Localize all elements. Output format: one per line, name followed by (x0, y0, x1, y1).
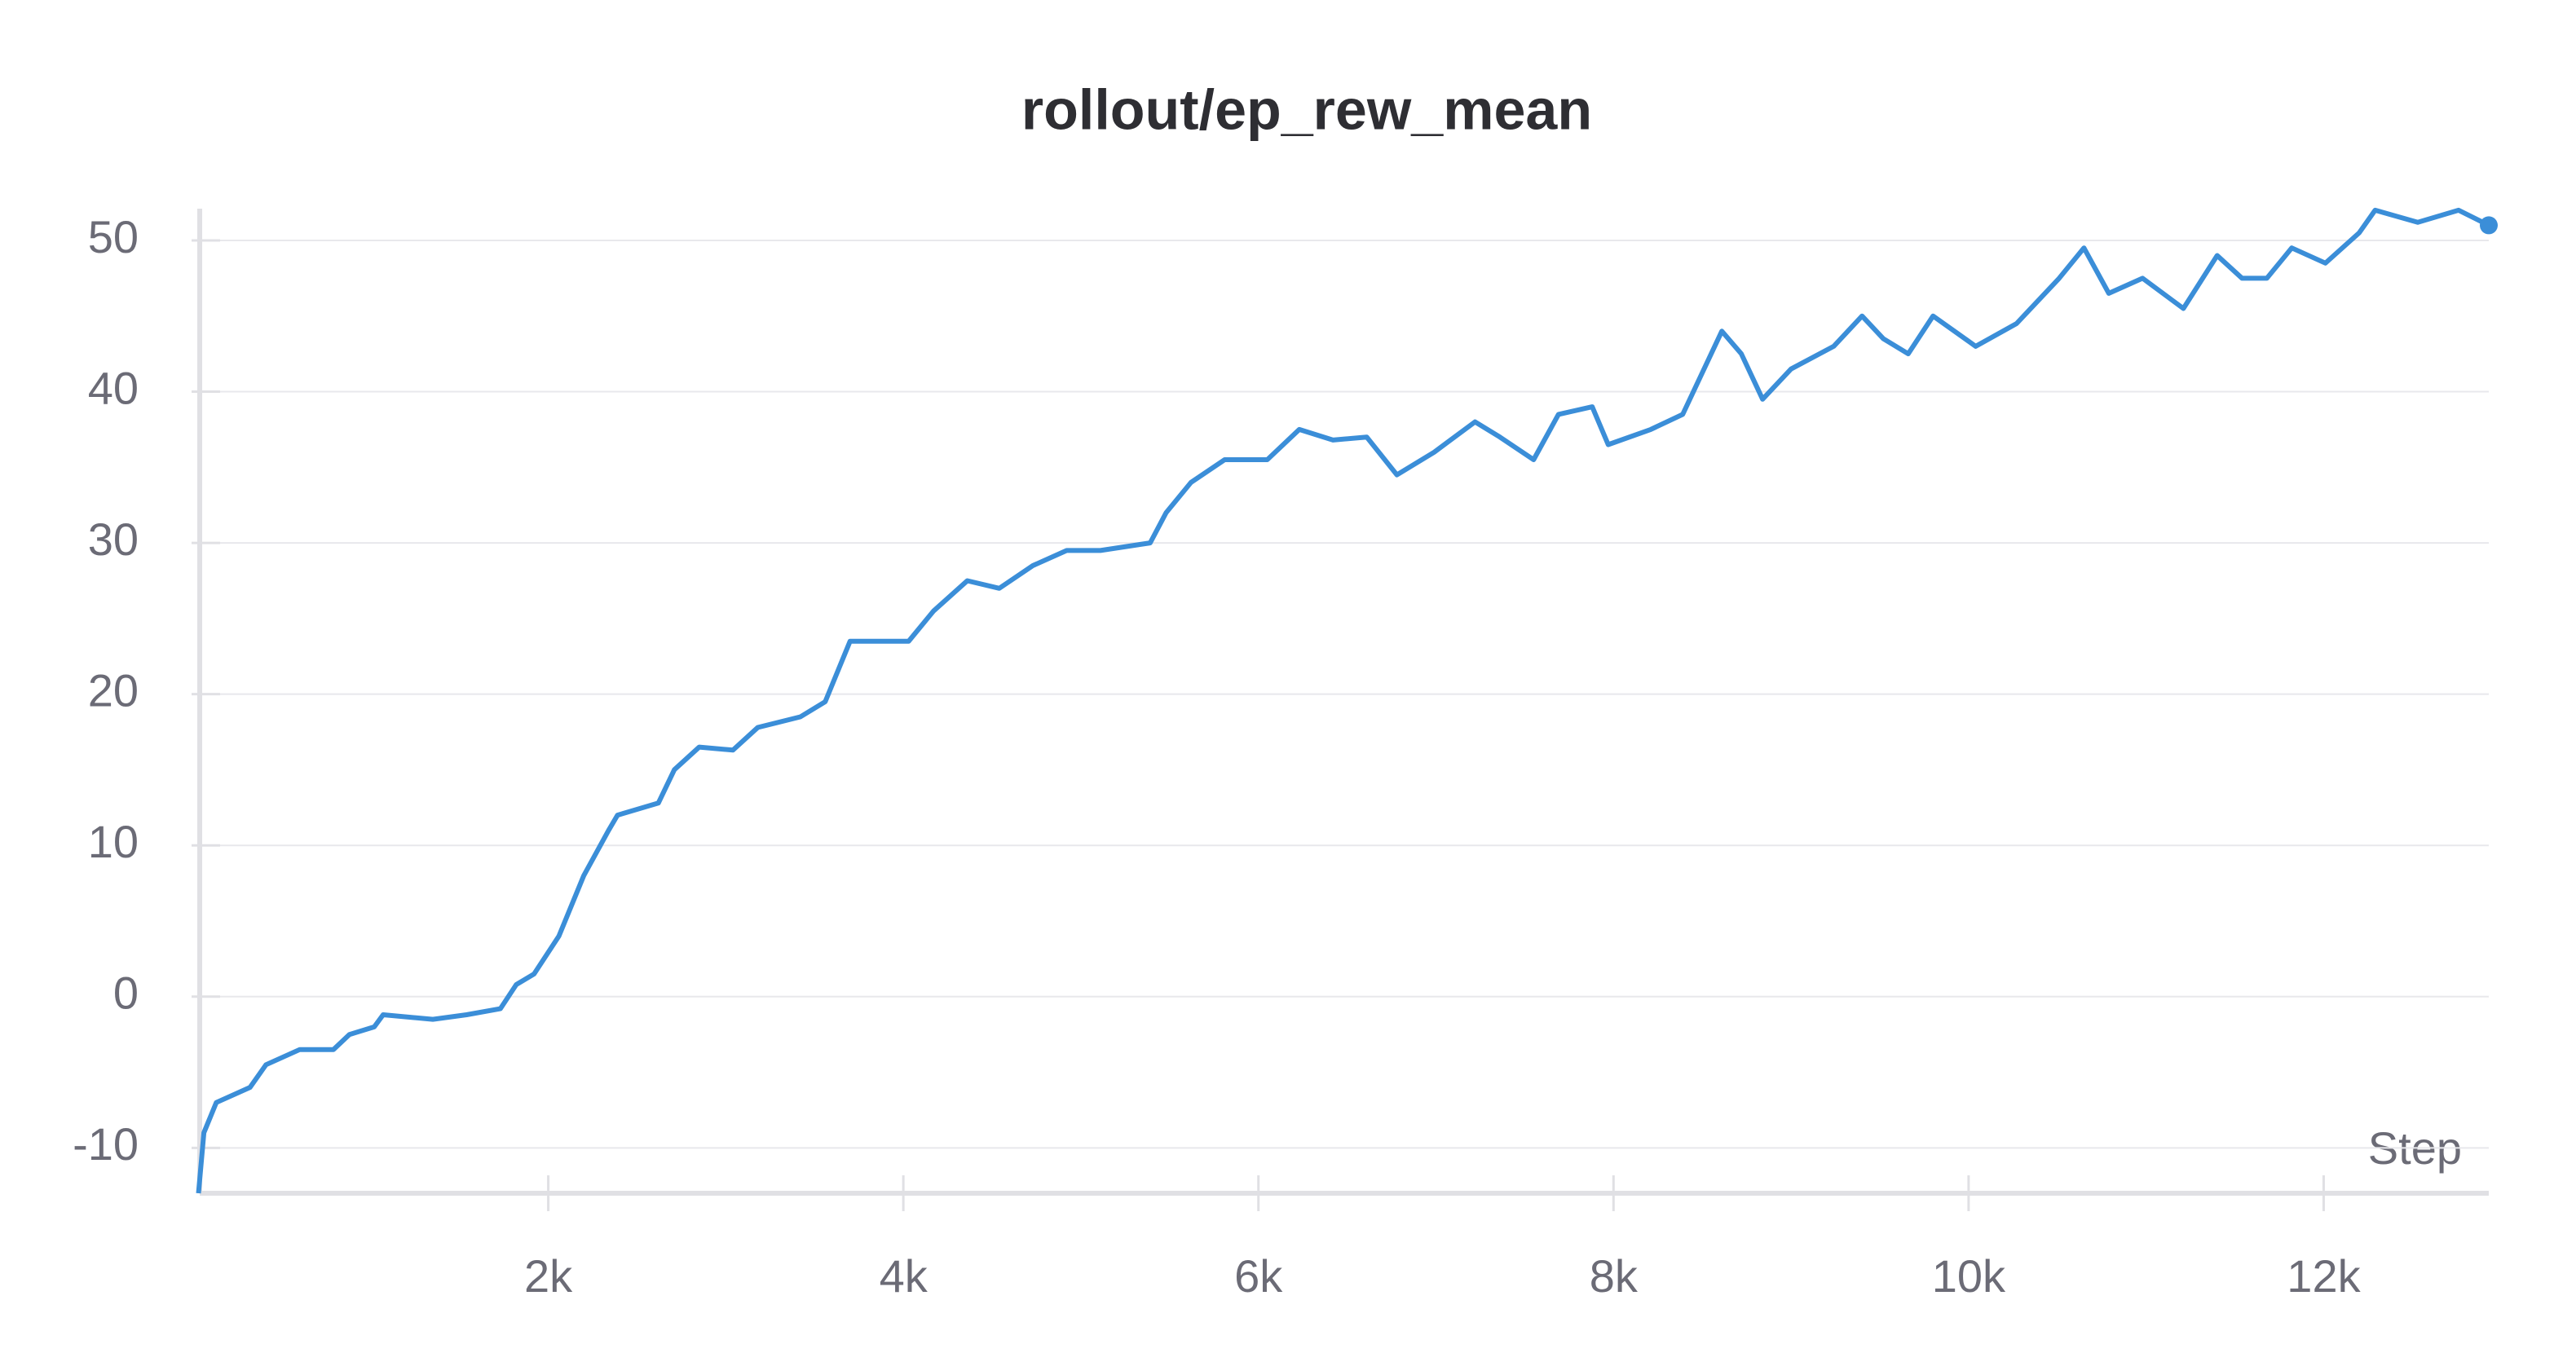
chart-title: rollout/ep_rew_mean (1021, 77, 1592, 141)
end-point (2480, 216, 2498, 235)
line-series (196, 207, 2490, 1194)
x-tick-label: 8k (1590, 1250, 1639, 1302)
x-tick-label: 4k (880, 1250, 929, 1302)
y-tick-label: 0 (113, 967, 139, 1019)
y-tick-label: -10 (73, 1118, 139, 1170)
x-tick-label: 2k (524, 1250, 573, 1302)
y-tick-label: 40 (88, 362, 139, 413)
y-tick-label: 20 (88, 664, 139, 716)
y-tick-label: 30 (88, 513, 139, 565)
x-tick-label: 12k (2287, 1250, 2361, 1302)
y-tick-label: 10 (88, 816, 139, 867)
x-tick-label: 10k (1932, 1250, 2006, 1302)
x-tick-label: 6k (1234, 1250, 1283, 1302)
y-tick-label: 50 (88, 211, 139, 262)
